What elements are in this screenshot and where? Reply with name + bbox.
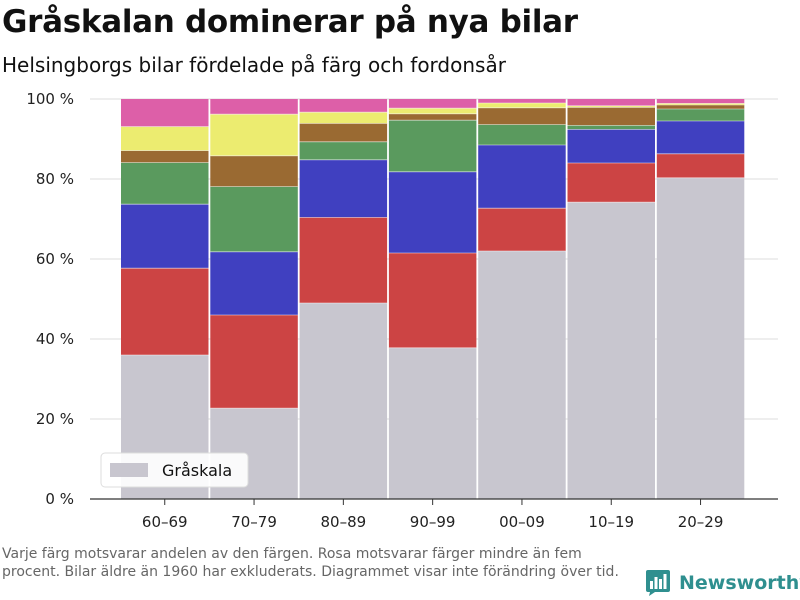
bar-segment-pink: [210, 99, 298, 115]
chart-subtitle: Helsingborgs bilar fördelade på färg och…: [2, 53, 506, 77]
y-tick-label: 40 %: [36, 330, 74, 348]
bar-segment-grayscale: [478, 251, 566, 499]
brand-name: Newsworthy: [679, 572, 800, 594]
stacked-bar-chart: 0 % 20 % 40 % 60 % 80 % 100 % 60–69 70–79 80–89 9…: [26, 90, 778, 531]
bar-segment-brown: [121, 150, 209, 163]
bar-segment-grayscale: [299, 303, 388, 499]
chart-footnote: Varje färg motsvarar andelen av den färg…: [2, 546, 619, 580]
bar-segment-brown: [478, 107, 566, 125]
bar-segment-red: [388, 253, 477, 348]
y-tick-label: 80 %: [36, 170, 74, 188]
bar-segment-red: [210, 315, 298, 409]
x-tick-label: 70–79: [231, 513, 277, 531]
y-tick-label: 0 %: [45, 490, 74, 508]
bar-segment-blue: [299, 159, 388, 218]
bar-segment-green: [299, 141, 388, 160]
bar-segment-blue: [388, 171, 477, 253]
bar-segment-green: [121, 162, 209, 205]
bar-segment-blue: [210, 251, 298, 315]
bar-segment-red: [478, 208, 566, 251]
bar-segment-green: [478, 124, 566, 145]
x-tick-label: 60–69: [142, 513, 188, 531]
bar-segment-grayscale: [567, 202, 655, 499]
bar-segment-yellow: [121, 126, 209, 151]
bar-segment-brown: [656, 105, 745, 109]
bar-segment-yellow: [567, 105, 655, 108]
bar-segment-pink: [121, 99, 209, 127]
x-tick-label: 10–19: [588, 513, 634, 531]
x-tick-label: 90–99: [410, 513, 456, 531]
x-tick-label: 20–29: [678, 513, 724, 531]
bar-segment-red: [656, 153, 745, 178]
bar-segment-grayscale: [388, 347, 477, 499]
bar-segment-brown: [299, 123, 388, 142]
y-tick-label: 100 %: [26, 90, 74, 108]
bar-segment-red: [567, 163, 655, 203]
y-tick-label: 20 %: [36, 410, 74, 428]
x-tick-label: 80–89: [321, 513, 367, 531]
bar-segment-pink: [388, 99, 477, 109]
bar-segment-red: [299, 217, 388, 303]
y-tick-label: 60 %: [36, 250, 74, 268]
bar-segment-brown: [388, 113, 477, 121]
bar-segment-pink: [567, 99, 655, 106]
bar-segment-grayscale: [656, 177, 745, 500]
bar-segment-green: [567, 125, 655, 130]
bar-segment-yellow: [388, 108, 477, 114]
bar-segment-pink: [478, 99, 566, 103]
bar-chart-logo-icon: [646, 570, 670, 596]
bar-segment-yellow: [299, 112, 388, 124]
bar-segment-green: [656, 109, 745, 121]
bar-segment-blue: [478, 145, 566, 209]
legend-box: [100, 452, 249, 488]
chart-title: Gråskalan dominerar på nya bilar: [2, 4, 578, 40]
bar-segment-yellow: [478, 103, 566, 108]
legend-swatch-grayscale: [110, 463, 148, 477]
legend-label: Gråskala: [162, 461, 232, 480]
bar-segment-red: [121, 268, 209, 355]
bar-segment-pink: [299, 99, 388, 113]
bar-segment-blue: [121, 204, 209, 269]
bar-segment-yellow: [656, 103, 745, 105]
bar-segment-pink: [656, 99, 745, 104]
bar-segment-blue: [656, 121, 745, 154]
bar-segment-yellow: [210, 114, 298, 156]
bar-segment-green: [388, 120, 477, 172]
bar-segment-brown: [210, 155, 298, 187]
x-tick-label: 00–09: [499, 513, 545, 531]
bar-segment-blue: [567, 129, 655, 163]
newsworthy-brand[interactable]: Newsworthy: [645, 568, 800, 598]
bar-segment-green: [210, 186, 298, 252]
bar-segment-brown: [567, 107, 655, 126]
